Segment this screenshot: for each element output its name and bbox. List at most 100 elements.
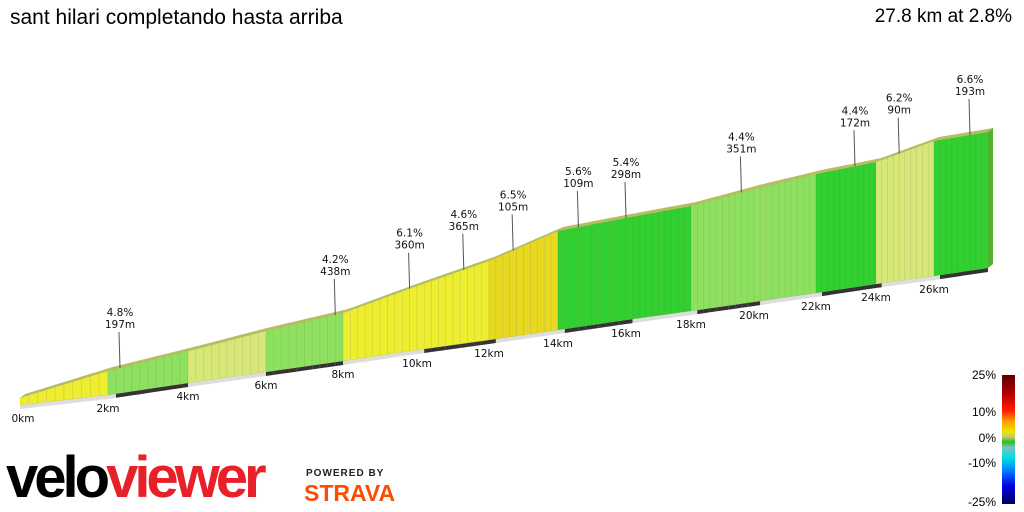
base-strip	[741, 302, 748, 308]
profile-top-face	[754, 183, 766, 190]
profile-top-face	[20, 391, 34, 398]
profile-top-face	[489, 254, 501, 262]
profile-segment	[571, 226, 579, 329]
annotation-gradient: 4.2%	[322, 254, 349, 266]
profile-segment	[171, 352, 181, 386]
base-strip	[148, 387, 156, 393]
base-strip	[380, 354, 388, 360]
profile-top-face	[124, 360, 137, 367]
route-title: sant hilari completando hasta arriba	[10, 6, 343, 29]
profile-segment	[265, 328, 274, 373]
profile-segment	[459, 268, 468, 345]
profile-top-face	[281, 321, 295, 328]
profile-segment	[203, 344, 212, 382]
annotation-leader-line	[853, 130, 856, 167]
profile-segment	[163, 354, 173, 387]
x-tick-label: 0km	[12, 413, 35, 425]
profile-segment	[845, 166, 853, 289]
profile-top-face	[296, 318, 310, 324]
profile-top-face	[481, 257, 494, 264]
profile-segment	[523, 242, 531, 336]
legend-label-0: 0%	[978, 431, 996, 445]
profile-segment	[416, 283, 425, 351]
base-strip	[211, 378, 220, 384]
annotation-length: 105m	[498, 202, 528, 214]
base-strip	[453, 344, 461, 349]
profile-top-face	[551, 226, 563, 234]
profile-segment	[98, 370, 109, 397]
base-strip	[785, 296, 792, 302]
profile-segment	[851, 165, 859, 288]
profile-top-face	[772, 179, 784, 185]
profile-segment	[273, 327, 282, 372]
profile-segment	[54, 384, 65, 402]
profile-top-face	[28, 388, 43, 396]
profile-segment	[916, 144, 923, 279]
profile-segment	[697, 202, 704, 311]
base-strip	[870, 284, 876, 289]
profile-top-face	[899, 147, 910, 154]
profile-segment	[625, 216, 633, 321]
base-strip	[387, 353, 395, 359]
base-strip	[852, 286, 858, 292]
profile-segment	[759, 185, 767, 302]
annotation-length: 298m	[611, 169, 641, 181]
profile-segment	[778, 181, 786, 299]
base-strip	[124, 391, 132, 397]
base-strip	[691, 310, 698, 315]
profile-segment	[684, 205, 692, 313]
profile-top-face	[809, 170, 821, 176]
base-strip	[881, 282, 888, 288]
profile-segment	[502, 251, 510, 339]
base-strip	[922, 276, 929, 282]
base-strip	[797, 294, 804, 300]
base-strip	[940, 274, 946, 280]
profile-segment	[311, 318, 321, 366]
profile-top-face	[319, 312, 333, 319]
profile-top-face	[709, 195, 722, 201]
profile-top-face	[619, 213, 631, 220]
profile-segment	[893, 153, 900, 282]
profile-segment	[715, 197, 723, 308]
profile-top-face	[350, 303, 363, 311]
profile-segment	[939, 138, 947, 276]
profile-segment	[195, 346, 204, 383]
base-strip	[72, 398, 82, 403]
profile-segment	[530, 239, 538, 335]
profile-top-face	[523, 239, 536, 247]
profile-top-face	[394, 287, 408, 295]
profile-top-face	[747, 185, 759, 191]
annotation-leader-line	[408, 252, 411, 289]
base-strip	[754, 301, 761, 306]
annotation-leader-line	[624, 181, 627, 219]
base-strip	[684, 311, 691, 316]
profile-top-face	[982, 128, 993, 133]
base-strip	[46, 401, 56, 406]
profile-top-face	[766, 180, 778, 187]
base-strip	[20, 404, 29, 409]
x-tick-label: 18km	[676, 319, 706, 331]
profile-top-face	[164, 351, 177, 358]
profile-segment	[250, 332, 259, 375]
profile-top-face	[467, 262, 480, 269]
profile-top-face	[188, 345, 201, 352]
profile-top-face	[402, 284, 415, 292]
profile-segment	[63, 381, 74, 401]
profile-top-face	[55, 380, 69, 388]
profile-segment	[703, 200, 711, 310]
base-strip	[327, 362, 336, 368]
base-strip	[227, 376, 235, 382]
profile-segment	[887, 155, 894, 283]
profile-top-face	[417, 279, 430, 286]
profile-top-face	[922, 139, 934, 146]
profile-top-face	[258, 327, 271, 334]
profile-segment	[664, 209, 672, 315]
profile-segment	[409, 285, 418, 352]
profile-segment	[357, 304, 366, 360]
base-strip	[747, 302, 754, 307]
profile-segment	[945, 137, 953, 275]
annotation-length: 172m	[840, 117, 870, 129]
base-strip	[495, 338, 503, 343]
veloviewer-logo: veloviewer	[6, 445, 267, 510]
profile-top-face	[639, 210, 651, 216]
